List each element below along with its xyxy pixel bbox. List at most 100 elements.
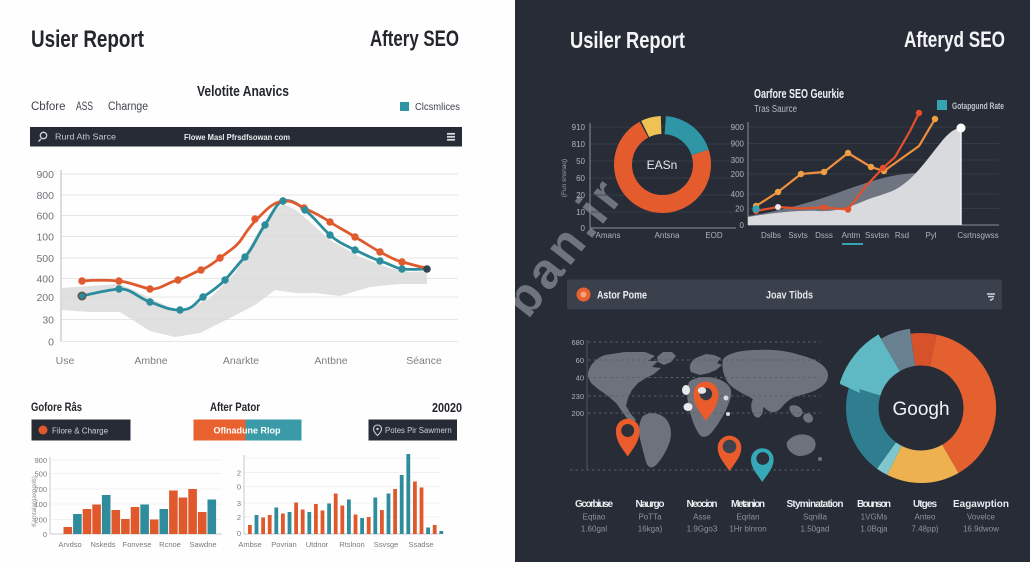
svg-text:0: 0 <box>43 530 47 539</box>
svg-text:Joav Tibds: Joav Tibds <box>766 290 813 302</box>
svg-text:2: 2 <box>237 513 241 522</box>
svg-text:Nskeds: Nskeds <box>90 540 115 549</box>
svg-text:Csrtnsgwss: Csrtnsgwss <box>957 231 998 240</box>
svg-text:Gotapgund Rate: Gotapgund Rate <box>952 101 1004 112</box>
svg-text:Metanion: Metanion <box>731 499 765 510</box>
svg-text:1.0Bqja: 1.0Bqja <box>860 525 888 534</box>
svg-text:Clcsmlices: Clcsmlices <box>415 101 460 113</box>
svg-text:500: 500 <box>36 253 54 265</box>
svg-text:230: 230 <box>571 392 584 401</box>
svg-text:Eagawption: Eagawption <box>953 499 1009 510</box>
svg-text:Usier Report: Usier Report <box>31 26 144 53</box>
svg-text:16kga): 16kga) <box>638 525 663 534</box>
svg-text:(Fun snsnaq): (Fun snsnaq) <box>561 159 568 197</box>
svg-text:50: 50 <box>576 157 585 166</box>
svg-text:16.9dwow: 16.9dwow <box>963 525 999 534</box>
svg-text:1.60gal: 1.60gal <box>581 525 607 534</box>
svg-text:Usiler Report: Usiler Report <box>570 27 685 53</box>
svg-text:Antm: Antm <box>842 231 861 240</box>
svg-text:EASn: EASn <box>647 158 678 172</box>
svg-text:1Hr blnron: 1Hr blnron <box>729 525 766 534</box>
svg-text:Astor Pome: Astor Pome <box>597 290 647 302</box>
svg-text:Googh: Googh <box>892 399 949 420</box>
svg-text:100: 100 <box>36 232 54 244</box>
svg-text:Cbfore: Cbfore <box>31 101 66 113</box>
svg-text:300: 300 <box>731 156 745 165</box>
svg-text:Povrian: Povrian <box>271 540 296 549</box>
svg-text:Kamtala(gaxpqob): Kamtala(gaxpqob) <box>31 476 38 527</box>
svg-text:Anteo: Anteo <box>915 513 936 522</box>
svg-text:Oflnadune Rlop: Oflnadune Rlop <box>214 426 281 436</box>
svg-text:0: 0 <box>237 483 241 492</box>
svg-text:Afteryd SEO: Afteryd SEO <box>904 27 1005 52</box>
svg-text:Rsd: Rsd <box>895 231 909 240</box>
svg-text:3: 3 <box>237 499 241 508</box>
svg-text:700: 700 <box>34 485 47 494</box>
svg-text:Charnge: Charnge <box>108 101 148 113</box>
svg-text:Dsss: Dsss <box>815 231 833 240</box>
svg-text:0: 0 <box>581 224 586 233</box>
svg-text:0: 0 <box>740 221 745 230</box>
svg-text:Bounson: Bounson <box>857 499 891 510</box>
svg-text:40: 40 <box>576 374 584 383</box>
svg-text:Ssvts: Ssvts <box>788 231 808 240</box>
svg-text:20: 20 <box>576 191 585 200</box>
svg-text:Utges: Utges <box>913 499 937 510</box>
svg-text:Antbne: Antbne <box>314 355 347 367</box>
svg-text:Asse: Asse <box>693 513 711 522</box>
svg-text:Gofore Râs: Gofore Râs <box>31 402 82 414</box>
svg-text:30: 30 <box>42 315 54 327</box>
svg-text:ASS: ASS <box>76 101 93 113</box>
svg-text:900: 900 <box>34 456 47 465</box>
svg-text:Neocion: Neocion <box>687 499 718 510</box>
svg-text:Oarfore SEO Geurkie: Oarfore SEO Geurkie <box>754 87 844 101</box>
svg-text:1VGMs: 1VGMs <box>861 513 888 522</box>
svg-text:Amans: Amans <box>596 231 621 240</box>
svg-text:Aftery SEO: Aftery SEO <box>370 26 459 51</box>
svg-text:Gcorbiuse: Gcorbiuse <box>575 499 613 510</box>
svg-text:Potes Pir Sawmern: Potes Pir Sawmern <box>385 426 452 435</box>
svg-text:Arvdso: Arvdso <box>58 540 81 549</box>
svg-text:Eqtiao: Eqtiao <box>583 513 606 522</box>
svg-text:900: 900 <box>36 169 54 181</box>
svg-text:200: 200 <box>34 516 47 525</box>
svg-text:Styminatation: Styminatation <box>787 499 844 510</box>
svg-text:20020: 20020 <box>432 401 462 415</box>
svg-text:Ssvtsn: Ssvtsn <box>865 231 889 240</box>
svg-text:1.9Ggo3: 1.9Ggo3 <box>687 525 718 534</box>
svg-text:200: 200 <box>571 409 584 418</box>
svg-text:900: 900 <box>731 140 745 149</box>
svg-text:Filore & Charge: Filore & Charge <box>52 427 109 436</box>
svg-text:Ambse: Ambse <box>238 540 261 549</box>
svg-text:7.48pp): 7.48pp) <box>911 525 938 534</box>
svg-text:Ambne: Ambne <box>134 355 167 367</box>
svg-text:910: 910 <box>572 123 586 132</box>
svg-text:Rtslnon: Rtslnon <box>339 540 364 549</box>
svg-text:Utdnor: Utdnor <box>306 540 329 549</box>
svg-text:680: 680 <box>571 338 584 347</box>
svg-text:400: 400 <box>36 274 54 286</box>
svg-text:PoTTa: PoTTa <box>638 513 662 522</box>
svg-text:Antsna: Antsna <box>655 231 680 240</box>
svg-text:2: 2 <box>237 469 241 478</box>
svg-text:100: 100 <box>34 500 47 509</box>
svg-text:60: 60 <box>576 174 585 183</box>
svg-text:Sawdne: Sawdne <box>189 540 216 549</box>
svg-text:Fonvese: Fonvese <box>123 540 152 549</box>
svg-text:Flowe Masl Pfrsdfsowan com: Flowe Masl Pfrsdfsowan com <box>184 132 290 142</box>
svg-text:Use: Use <box>56 355 75 367</box>
svg-text:Rcnoe: Rcnoe <box>159 540 181 549</box>
svg-text:Tras Saurce: Tras Saurce <box>754 104 797 115</box>
svg-text:Vovelce: Vovelce <box>967 513 996 522</box>
svg-text:900: 900 <box>731 123 745 132</box>
svg-text:Anarkte: Anarkte <box>223 355 259 367</box>
svg-text:Ssadse: Ssadse <box>408 540 433 549</box>
svg-text:Sqnilla: Sqnilla <box>803 513 828 522</box>
svg-text:Rurd Ath Sarce: Rurd Ath Sarce <box>55 133 117 142</box>
svg-text:After Pator: After Pator <box>210 400 260 414</box>
svg-text:800: 800 <box>36 190 54 202</box>
svg-text:EOD: EOD <box>705 231 723 240</box>
svg-text:20: 20 <box>735 205 744 214</box>
svg-text:Naurgo: Naurgo <box>636 499 665 510</box>
svg-text:200: 200 <box>731 170 745 179</box>
